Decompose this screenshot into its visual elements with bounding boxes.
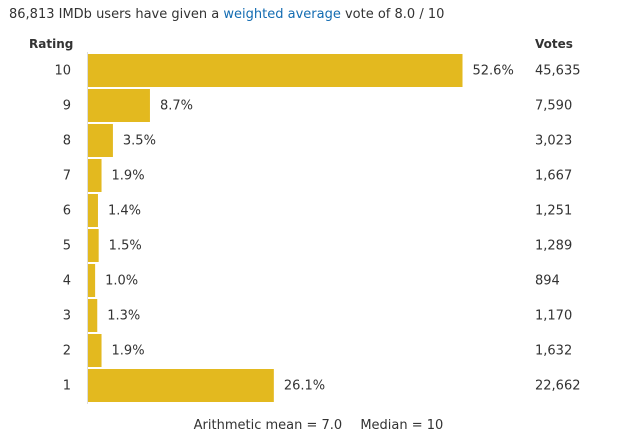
rating-bar bbox=[88, 54, 463, 87]
votes-count: 1,251 bbox=[535, 204, 572, 219]
votes-count: 7,590 bbox=[535, 99, 572, 114]
votes-count: 1,170 bbox=[535, 309, 572, 324]
votes-count: 3,023 bbox=[535, 134, 572, 149]
weighted-average-link[interactable]: weighted average bbox=[223, 7, 341, 22]
rating-bar bbox=[88, 159, 102, 192]
summary-suffix: vote of 8.0 / 10 bbox=[344, 7, 445, 22]
votes-count: 1,632 bbox=[535, 344, 572, 359]
rating-bar bbox=[88, 229, 99, 262]
rating-statistics: Arithmetic mean = 7.0 Median = 10 bbox=[0, 418, 637, 433]
percent-label: 1.3% bbox=[107, 309, 140, 324]
rating-bar bbox=[88, 369, 274, 402]
rating-label: 8 bbox=[63, 134, 71, 149]
rating-bar bbox=[88, 334, 102, 367]
rating-bar bbox=[88, 264, 96, 297]
percent-label: 3.5% bbox=[123, 134, 156, 149]
rating-label: 4 bbox=[63, 274, 71, 289]
votes-count: 894 bbox=[535, 274, 560, 289]
percent-label: 8.7% bbox=[160, 99, 193, 114]
votes-count: 22,662 bbox=[535, 379, 581, 394]
rating-label: 3 bbox=[63, 309, 71, 324]
rating-column-header: Rating bbox=[29, 37, 74, 51]
rating-label: 10 bbox=[54, 64, 71, 79]
rating-label: 9 bbox=[63, 99, 71, 114]
votes-column-header: Votes bbox=[535, 37, 573, 51]
rating-bar bbox=[88, 194, 98, 227]
percent-label: 1.5% bbox=[109, 239, 142, 254]
percent-label: 1.4% bbox=[108, 204, 141, 219]
rating-label: 5 bbox=[63, 239, 71, 254]
votes-count: 45,635 bbox=[535, 64, 581, 79]
median: Median = 10 bbox=[360, 418, 444, 433]
percent-label: 1.9% bbox=[112, 344, 145, 359]
rating-label: 7 bbox=[63, 169, 71, 184]
arithmetic-mean: Arithmetic mean = 7.0 bbox=[193, 418, 343, 433]
rating-bar bbox=[88, 124, 113, 157]
percent-label: 1.9% bbox=[112, 169, 145, 184]
percent-label: 26.1% bbox=[284, 379, 325, 394]
votes-count: 1,289 bbox=[535, 239, 572, 254]
rating-label: 2 bbox=[63, 344, 71, 359]
percent-label: 1.0% bbox=[105, 274, 138, 289]
percent-label: 52.6% bbox=[473, 64, 514, 79]
rating-label: 6 bbox=[63, 204, 71, 219]
rating-bar bbox=[88, 299, 98, 332]
vote-summary: 86,813 IMDb users have given a weighted … bbox=[9, 7, 444, 22]
rating-label: 1 bbox=[63, 379, 71, 394]
rating-bar bbox=[88, 89, 150, 122]
votes-count: 1,667 bbox=[535, 169, 572, 184]
summary-prefix: 86,813 IMDb users have given a bbox=[9, 7, 220, 22]
